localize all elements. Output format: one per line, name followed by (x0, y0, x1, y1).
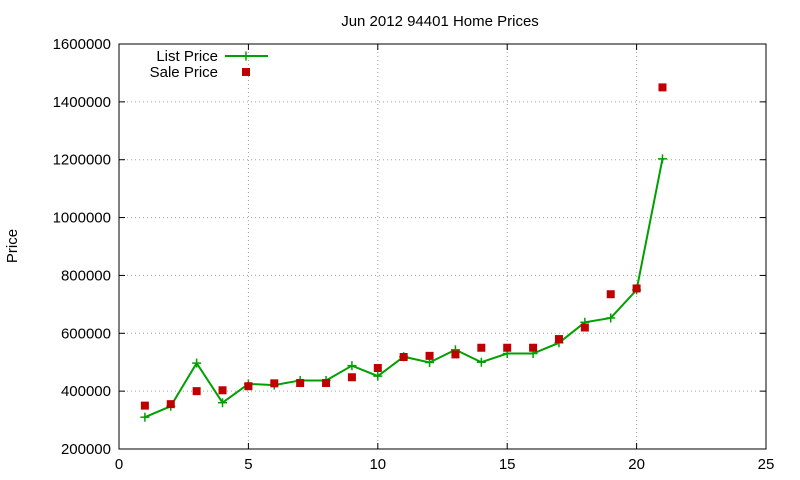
sale-price-point (632, 284, 641, 293)
legend-square-swatch (242, 68, 250, 76)
sale-price-point (322, 379, 331, 388)
y-tick-label: 200000 (61, 441, 111, 458)
chart-title: Jun 2012 94401 Home Prices (341, 13, 539, 30)
sale-price-point (529, 343, 538, 352)
grid-lines (119, 44, 766, 449)
x-tick-label: 0 (115, 456, 123, 473)
sale-price-point (192, 387, 201, 396)
sale-price-point (580, 323, 589, 332)
sale-price-point (218, 386, 227, 395)
legend-plus-swatch (241, 51, 251, 61)
legend-entry-sale-price: Sale Price (150, 64, 250, 81)
list-price-point (218, 398, 228, 408)
sale-price-point (373, 364, 382, 372)
y-axis-label: Price (4, 229, 21, 263)
axes: 0 5 10 15 20 25 200000 400000 600000 800000 100000… (53, 36, 775, 473)
x-tick-label: 5 (244, 456, 252, 473)
series-sale-price (140, 83, 667, 410)
sale-price-point (140, 401, 149, 410)
sale-price-point (296, 379, 305, 388)
y-tick-label: 1200000 (53, 152, 111, 169)
y-tick-label: 800000 (61, 267, 111, 284)
list-price-point (140, 412, 150, 422)
sale-price-point (399, 353, 408, 362)
y-tick-label: 1000000 (53, 210, 111, 227)
sale-price-point (347, 373, 356, 382)
list-price-point (347, 361, 357, 371)
sale-price-point (503, 343, 512, 352)
sale-price-point (451, 350, 460, 359)
x-tick-label: 25 (758, 456, 775, 473)
y-tick-label: 1400000 (53, 94, 111, 111)
sale-price-point (425, 351, 434, 360)
legend-label: Sale Price (150, 64, 218, 81)
y-tick-label: 400000 (61, 383, 111, 400)
sale-price-point (270, 379, 279, 388)
sale-price-point (658, 83, 667, 92)
list-price-point (606, 313, 616, 323)
sale-price-point (166, 400, 175, 409)
legend-label: List Price (156, 48, 218, 65)
list-price-point (192, 358, 202, 368)
list-price-line (144, 158, 664, 419)
legend-entry-list-price: List Price (156, 48, 268, 65)
sale-price-point (244, 382, 253, 391)
list-price-point (657, 154, 667, 164)
sale-price-point (554, 335, 563, 344)
list-price-point (476, 357, 486, 367)
plot-frame (118, 43, 767, 450)
list-price-point (373, 371, 383, 381)
x-tick-label: 20 (628, 456, 645, 473)
sale-price-point (606, 290, 615, 299)
series-list-price (140, 154, 667, 422)
x-tick-label: 15 (499, 456, 516, 473)
y-tick-label: 1600000 (53, 36, 111, 53)
x-tick-label: 10 (369, 456, 386, 473)
sale-price-point (477, 343, 486, 352)
series-layer (140, 83, 667, 422)
y-tick-label: 600000 (61, 325, 111, 342)
